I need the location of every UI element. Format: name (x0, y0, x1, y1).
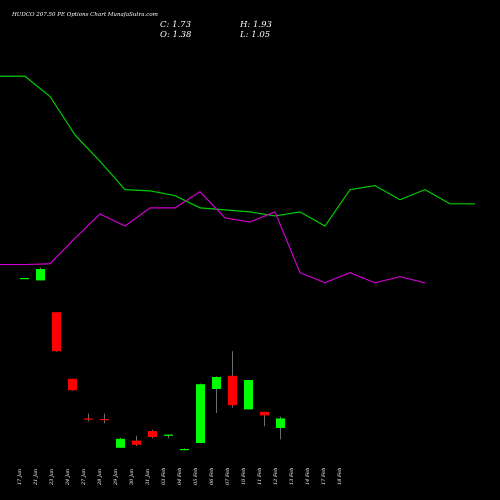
date-tick-label: 10 Feb (241, 468, 247, 485)
close-value: C: 1.73 (160, 20, 191, 30)
date-tick-label: 14 Feb (305, 468, 311, 485)
candle (132, 435, 141, 446)
chart-title: HUDCO 207.50 PE Options Chart MunafaSutr… (11, 12, 158, 18)
date-tick-label: 17 Jan (17, 469, 23, 485)
date-tick-label: 06 Feb (209, 468, 215, 485)
candle-body (116, 438, 125, 448)
candle (68, 378, 77, 391)
date-axis: 17 Jan 21 Jan 23 Jan 24 Jan 27 Jan 28 Jan 29 J… (17, 468, 343, 486)
candle (20, 278, 29, 280)
candle (148, 429, 157, 439)
candle (260, 411, 269, 427)
date-tick-label: 11 Feb (257, 468, 263, 485)
date-tick-label: 24 Jan (65, 469, 71, 486)
candlestick-series (20, 267, 285, 451)
date-tick-label: 12 Feb (273, 468, 279, 485)
date-tick-label: 23 Jan (49, 469, 55, 486)
candle-body (68, 378, 77, 391)
date-tick-label: 31 Jan (145, 469, 151, 485)
candle (228, 351, 237, 408)
date-tick-label: 07 Feb (225, 468, 231, 485)
candle-body (260, 411, 269, 416)
candle (244, 380, 253, 410)
candle-body (228, 375, 237, 406)
low-value: L: 1.05 (239, 30, 270, 40)
candle-body (20, 278, 29, 280)
candle-body (132, 440, 141, 445)
candle (212, 376, 221, 413)
candle-body (180, 449, 189, 451)
date-tick-label: 21 Jan (33, 469, 39, 486)
series-line-green (0, 75, 475, 227)
candle (196, 383, 205, 443)
candle-body (196, 384, 205, 443)
candle-body (276, 418, 285, 428)
series-line-magenta (0, 190, 426, 284)
candle-body (52, 312, 61, 352)
date-tick-label: 13 Feb (289, 468, 295, 485)
date-tick-label: 03 Feb (161, 468, 167, 485)
date-tick-label: 05 Feb (193, 468, 199, 485)
candle-body (244, 380, 253, 410)
date-tick-label: 29 Jan (113, 469, 119, 486)
date-tick-label: 27 Jan (81, 469, 87, 486)
open-value: O: 1.38 (160, 30, 192, 40)
candle (36, 267, 45, 281)
candle (276, 416, 285, 440)
date-tick-label: 18 Feb (337, 468, 343, 485)
candle (84, 413, 93, 422)
candle-body (84, 418, 93, 420)
candle (164, 434, 173, 439)
date-tick-label: 30 Jan (129, 469, 135, 485)
candle (180, 448, 189, 451)
date-tick-label: 04 Feb (177, 468, 183, 485)
candle (116, 437, 125, 448)
date-tick-label: 28 Jan (97, 469, 103, 486)
candle-body (36, 269, 45, 281)
candle-body (100, 419, 109, 421)
candle (100, 413, 109, 424)
candle-body (148, 431, 157, 437)
candle (52, 312, 61, 352)
high-value: H: 1.93 (239, 20, 272, 30)
candle-body (164, 434, 173, 436)
candle-body (212, 377, 221, 389)
date-tick-label: 17 Feb (321, 468, 327, 485)
